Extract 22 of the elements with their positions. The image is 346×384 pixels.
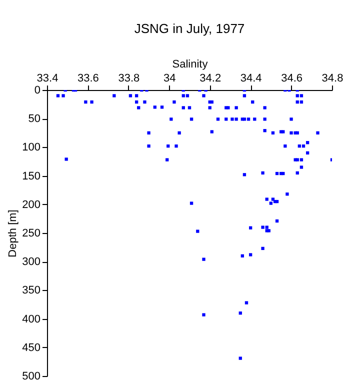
y-tick-label: 300	[22, 256, 40, 268]
y-tick-label: 350	[22, 284, 40, 297]
y-tick-label: 100	[22, 142, 40, 154]
x-tick-label: 34.8	[322, 72, 344, 84]
x-tick-label: 33.4	[36, 72, 58, 84]
x-tick-label: 34.2	[200, 72, 222, 84]
y-tick-label: 250	[22, 228, 40, 240]
y-tick-label: 150	[22, 170, 40, 182]
chart-title: JSNG in July, 1977	[134, 21, 245, 36]
x-tick-label: 34.4	[240, 72, 262, 84]
y-tick-label: 200	[22, 198, 40, 211]
y-tick-label: 50	[28, 113, 40, 126]
y-tick-label: 400	[22, 313, 40, 326]
y-tick-label: 0	[34, 84, 40, 96]
y-tick-label: 450	[22, 342, 40, 354]
x-tick-label: 34.6	[281, 72, 302, 84]
x-tick-label: 33.8	[118, 72, 140, 84]
y-axis-title: Depth [m]	[7, 210, 20, 258]
y-tick-label: 500	[22, 370, 40, 382]
x-tick-label: 33.6	[78, 72, 99, 84]
x-axis-title: Salinity	[172, 58, 208, 70]
x-tick-label: 34	[164, 72, 176, 84]
